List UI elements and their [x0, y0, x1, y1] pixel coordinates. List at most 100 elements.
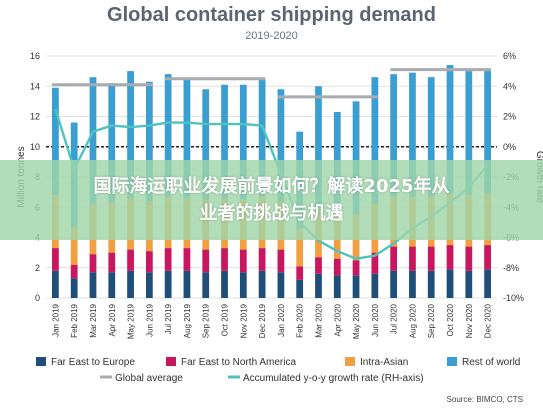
y-tick-label: 12 [30, 112, 40, 122]
bar-segment [277, 249, 285, 273]
bar-segment [221, 84, 228, 199]
x-tick-label: Dec 2020 [484, 303, 493, 338]
bar-segment [164, 74, 172, 197]
bar-segment [239, 84, 247, 200]
x-tick-label: Dec 2019 [258, 303, 267, 338]
bar-segment [239, 272, 247, 298]
bar-segment [202, 89, 210, 200]
bar-segment [183, 270, 191, 298]
banner-line-2: 业者的挑战与机遇 [199, 203, 344, 224]
bar-segment [409, 270, 416, 298]
bar-segment [183, 78, 191, 199]
bar-segment [296, 279, 304, 298]
legend-swatch [166, 357, 176, 366]
bar-segment [202, 272, 210, 298]
y-tick-label: 0 [35, 293, 40, 303]
bar-segment [258, 270, 266, 298]
bar-segment [202, 249, 210, 273]
bar-segment [145, 272, 153, 298]
bar-segment [164, 248, 172, 271]
chart-title: Global container shipping demand [107, 4, 436, 26]
x-tick-label: Aug 2020 [408, 303, 417, 338]
x-tick-label: Nov 2020 [465, 303, 474, 338]
bar-segment [427, 246, 435, 271]
bar-segment [127, 249, 134, 271]
bar-segment [258, 78, 266, 197]
bar-segment [52, 87, 59, 196]
bar-segment [390, 270, 398, 298]
bar-segment [371, 77, 379, 205]
legend-swatch [36, 357, 46, 366]
bar-segment [333, 258, 341, 276]
bar-segment [127, 270, 134, 298]
legend-label: Far East to North America [181, 357, 296, 368]
x-tick-label: Mar 2020 [314, 303, 323, 337]
bar-segment [277, 272, 285, 298]
y-tick-label: 14 [30, 81, 40, 91]
bar-segment [446, 245, 454, 270]
bar-segment [390, 74, 398, 197]
bar-segment [239, 249, 247, 273]
bar-segment [221, 270, 228, 298]
bar-segment [446, 65, 454, 194]
y2-tick-label: 6% [503, 51, 516, 61]
x-tick-label: Jul 2020 [390, 303, 399, 334]
bar-segment [70, 226, 78, 265]
bar-segment [427, 77, 435, 197]
bar-segment [89, 254, 97, 273]
bar-segment [484, 269, 491, 298]
bar-segment [315, 273, 322, 298]
bar-segment [446, 269, 454, 298]
bar-segment [89, 77, 97, 205]
bar-segment [371, 252, 379, 274]
legend-swatch [447, 357, 457, 366]
x-tick-label: Aug 2019 [183, 303, 192, 338]
y2-tick-label: 0% [503, 142, 516, 152]
bar-segment [108, 252, 116, 273]
bar-segment [89, 272, 97, 298]
x-tick-label: Mar 2019 [89, 303, 98, 337]
bar-segment [183, 248, 191, 271]
x-tick-label: Jul 2019 [164, 303, 173, 334]
x-tick-label: May 2020 [352, 303, 361, 339]
x-tick-label: Apr 2020 [333, 303, 342, 336]
bar-segment [352, 275, 360, 298]
bar-segment [371, 273, 379, 298]
x-tick-label: Sep 2020 [427, 303, 436, 338]
bar-segment [427, 270, 435, 298]
bar-segment [145, 81, 153, 202]
bar-segment [296, 228, 304, 267]
bar-segment [484, 69, 491, 194]
bar-segment [70, 264, 78, 279]
bar-segment [465, 71, 473, 196]
y2-tick-label: 4% [503, 81, 516, 91]
x-tick-label: Sep 2019 [202, 303, 211, 338]
bar-segment [465, 246, 473, 271]
x-tick-label: May 2019 [127, 303, 136, 339]
bar-segment [221, 248, 228, 271]
bar-segment [52, 270, 59, 298]
x-tick-label: Feb 2019 [70, 303, 79, 337]
bar-segment [315, 86, 322, 211]
banner-line-1: 国际海运职业发展前景如何？解读2025年从 [93, 176, 450, 197]
x-tick-label: Jun 2020 [371, 303, 380, 336]
x-tick-label: Jun 2019 [145, 303, 154, 336]
bar-segment [108, 83, 116, 203]
bar-segment [70, 278, 78, 298]
x-tick-label: Jan 2019 [51, 303, 60, 336]
bar-segment [296, 266, 304, 280]
y-tick-label: 16 [30, 51, 40, 61]
bar-segment [352, 260, 360, 276]
x-tick-label: Jan 2020 [277, 303, 286, 336]
bar-segment [409, 246, 416, 271]
legend-label: Intra-Asian [360, 357, 408, 368]
x-tick-label: Oct 2019 [221, 303, 230, 336]
legend-label: Global average [115, 373, 183, 384]
y2-tick-label: 2% [503, 112, 516, 122]
bar-segment [352, 101, 360, 215]
legend-label: Rest of world [462, 357, 520, 368]
chart-subtitle: 2019-2020 [245, 30, 298, 42]
y-tick-label: 2 [35, 263, 40, 273]
bar-segment [145, 251, 153, 273]
y2-tick-label: -10% [503, 293, 524, 303]
